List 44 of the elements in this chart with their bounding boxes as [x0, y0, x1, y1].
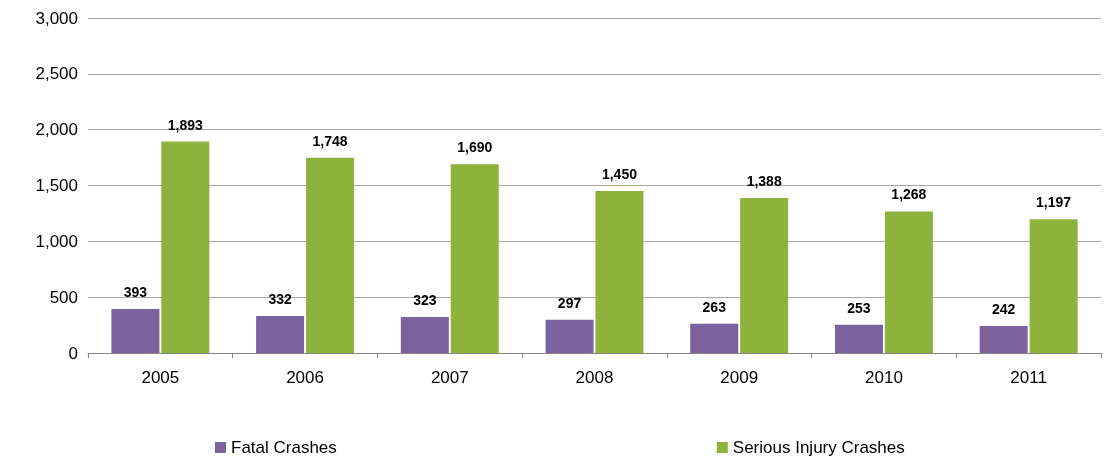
- x-tick-label: 2006: [286, 368, 324, 387]
- bar: [400, 316, 449, 353]
- y-tick-label: 2,000: [35, 120, 78, 140]
- data-label: 242: [992, 300, 1016, 317]
- bar: [111, 309, 160, 353]
- x-tick-label: 2005: [141, 368, 180, 387]
- data-label: 297: [557, 294, 582, 311]
- data-label: 1,690: [457, 139, 493, 156]
- data-label: 393: [123, 284, 148, 301]
- y-tick-label: 500: [49, 287, 78, 307]
- x-tick-label: 2010: [865, 368, 903, 387]
- data-label: 1,748: [312, 132, 348, 149]
- bar: [834, 324, 883, 353]
- bar: [690, 323, 739, 353]
- x-tick-label: 2009: [720, 368, 759, 387]
- bar: [161, 141, 210, 353]
- bar: [306, 157, 355, 353]
- y-tick-label: 0: [68, 343, 78, 363]
- bar: [545, 319, 594, 353]
- data-label: 1,450: [601, 166, 638, 183]
- y-tick-label: 3,000: [35, 8, 78, 28]
- y-tick-label: 1,500: [35, 176, 78, 195]
- x-tick-label: 2011: [1010, 368, 1047, 387]
- bar: [884, 211, 933, 353]
- data-label: 1,388: [746, 173, 782, 190]
- data-label: 1,893: [167, 116, 204, 133]
- y-tick-label: 2,500: [35, 64, 78, 84]
- data-label: 263: [702, 298, 727, 315]
- data-label: 1,197: [1036, 194, 1072, 211]
- data-label: 323: [413, 291, 437, 308]
- x-tick-label: 2007: [430, 368, 469, 387]
- bar: [256, 315, 305, 353]
- bar: [1029, 219, 1078, 353]
- bar: [979, 325, 1028, 353]
- bar: [595, 191, 644, 353]
- legend-label: Fatal Crashes: [231, 438, 337, 457]
- bar: [740, 198, 789, 353]
- data-label: 332: [268, 290, 292, 307]
- data-label: 1,268: [891, 186, 927, 203]
- data-label: 253: [847, 299, 871, 316]
- y-tick-label: 1,000: [35, 231, 78, 251]
- legend-label: Serious Injury Crashes: [732, 438, 905, 457]
- x-tick-label: 2008: [575, 368, 614, 387]
- bar: [450, 164, 499, 353]
